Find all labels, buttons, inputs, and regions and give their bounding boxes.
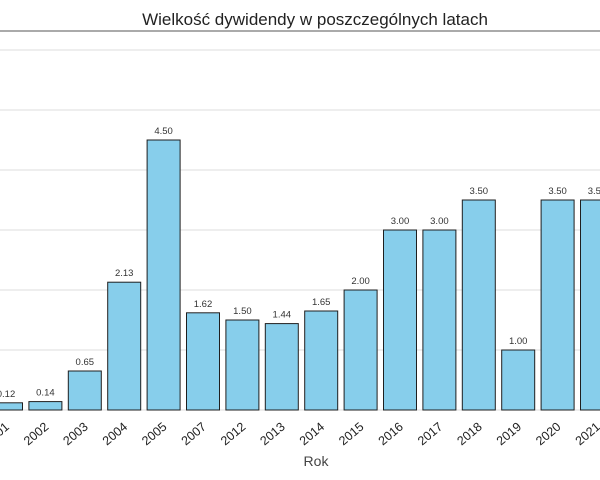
data-label-2014: 1.65 <box>312 297 331 308</box>
bar-2021 <box>580 199 600 411</box>
x-tick-labels: 2001 2002 2003 2004 2005 2007 2012 2013 2014 2015… <box>0 420 600 449</box>
bar-2002 <box>28 401 63 411</box>
bar-2001 <box>0 402 23 411</box>
bar-2003 <box>67 370 102 411</box>
data-label-2016: 3.00 <box>391 216 410 227</box>
bar-2017 <box>422 229 457 411</box>
bar-2012 <box>225 319 260 411</box>
x-axis-title: Rok <box>304 453 330 469</box>
x-tick-2013: 2013 <box>257 420 287 449</box>
data-label-2005: 4.50 <box>154 126 173 137</box>
bar-2007 <box>186 312 220 411</box>
bar-2004 <box>107 281 142 411</box>
x-tick-2021: 2021 <box>573 420 600 449</box>
data-label-2002: 0.14 <box>36 388 55 399</box>
x-tick-2019: 2019 <box>494 420 524 449</box>
bar-2005 <box>146 139 181 411</box>
chart-title: Wielkość dywidendy w poszczególnych lata… <box>142 10 488 29</box>
bar-2013 <box>264 323 299 411</box>
data-label-2001: 0.12 <box>0 389 15 400</box>
bar-2015 <box>343 289 378 411</box>
x-tick-2012: 2012 <box>218 420 248 449</box>
x-tick-2016: 2016 <box>376 420 406 449</box>
bar-2020 <box>540 199 575 411</box>
bar-2016 <box>383 229 417 411</box>
data-label-2012: 1.50 <box>233 306 252 317</box>
data-label-2007: 1.62 <box>194 299 213 310</box>
data-label-2018: 3.50 <box>470 186 489 197</box>
data-label-2013: 1.44 <box>273 310 292 321</box>
x-tick-2003: 2003 <box>60 420 90 449</box>
data-label-2019: 1.00 <box>509 336 528 347</box>
bar-2019 <box>501 349 536 411</box>
x-tick-2014: 2014 <box>297 420 327 449</box>
bar-2018 <box>461 199 496 411</box>
x-tick-2004: 2004 <box>100 420 130 449</box>
data-label-2021: 3.50 <box>588 186 600 197</box>
x-tick-2018: 2018 <box>454 420 484 449</box>
bar-2014 <box>304 310 339 411</box>
data-label-2020: 3.50 <box>548 186 567 197</box>
x-tick-2017: 2017 <box>415 420 445 449</box>
x-tick-2005: 2005 <box>139 420 169 449</box>
data-label-2017: 3.00 <box>430 216 449 227</box>
data-label-2004: 2.13 <box>115 268 134 279</box>
data-labels: 0.12 0.14 0.65 2.13 4.50 1.62 1.50 1.44 1.65 2.00… <box>0 126 600 400</box>
data-label-2015: 2.00 <box>351 276 370 287</box>
x-tick-2007: 2007 <box>179 420 209 449</box>
x-tick-2001: 2001 <box>0 420 12 449</box>
x-tick-2002: 2002 <box>21 420 51 449</box>
bars <box>0 139 600 411</box>
x-tick-2015: 2015 <box>336 420 366 449</box>
x-tick-2020: 2020 <box>533 420 563 449</box>
data-label-2003: 0.65 <box>76 357 95 368</box>
